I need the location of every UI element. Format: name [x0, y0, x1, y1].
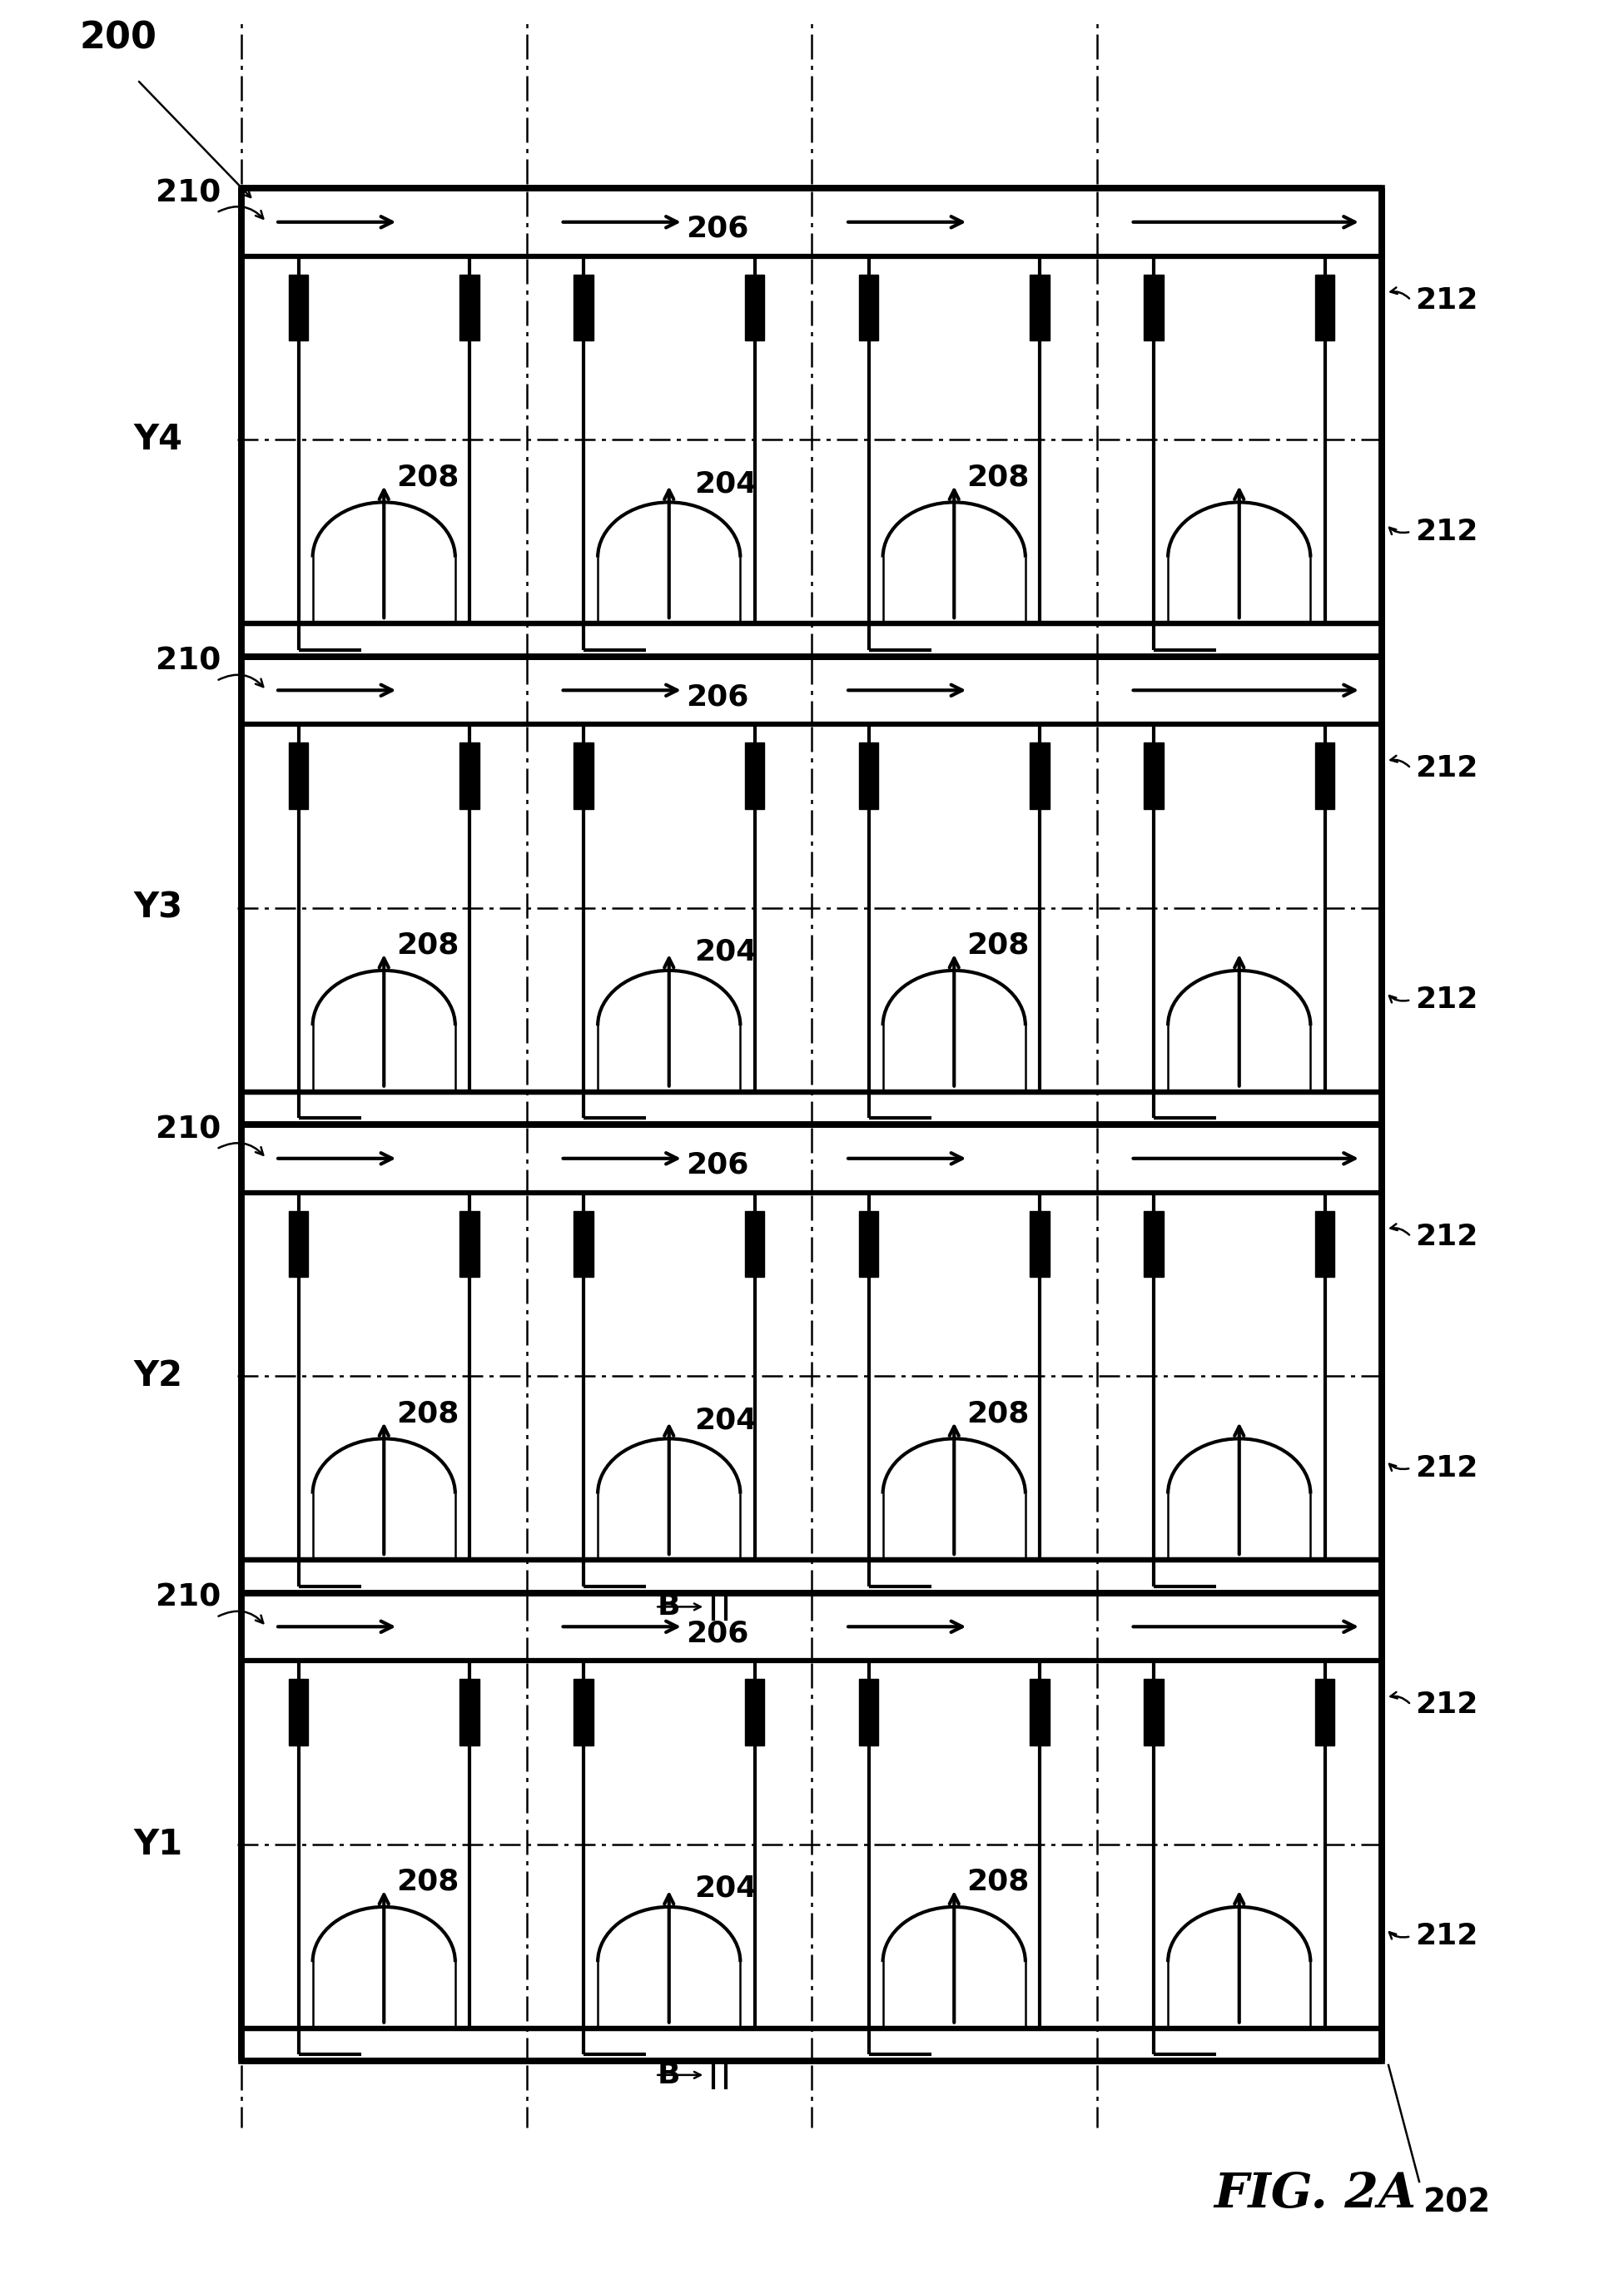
- Text: 208: 208: [396, 931, 460, 959]
- Text: 206: 206: [685, 1152, 749, 1179]
- Bar: [1315, 1679, 1335, 1746]
- Bar: [1143, 743, 1164, 810]
- Text: 204: 204: [693, 1406, 757, 1434]
- Bar: [460, 743, 479, 810]
- Text: B: B: [658, 1592, 680, 1622]
- Bar: [573, 1211, 593, 1278]
- Bar: [573, 743, 593, 810]
- Bar: [460, 1211, 479, 1278]
- Text: 210: 210: [156, 1583, 221, 1613]
- Bar: [1030, 1679, 1049, 1746]
- Bar: [460, 275, 479, 340]
- Text: 208: 208: [966, 1867, 1030, 1895]
- Text: 210: 210: [156, 1115, 221, 1145]
- Text: 206: 206: [685, 216, 749, 243]
- Bar: [1143, 275, 1164, 340]
- Bar: [859, 275, 879, 340]
- Bar: [859, 1211, 879, 1278]
- Text: 204: 204: [693, 1874, 757, 1902]
- Text: 208: 208: [966, 463, 1030, 491]
- Bar: [1030, 743, 1049, 810]
- Text: 206: 206: [685, 684, 749, 711]
- Text: 212: 212: [1415, 518, 1478, 546]
- Bar: [859, 743, 879, 810]
- Text: Y4: Y4: [133, 422, 184, 457]
- Bar: [289, 743, 309, 810]
- Bar: [744, 1679, 765, 1746]
- Bar: [573, 1679, 593, 1746]
- Bar: [1315, 275, 1335, 340]
- Bar: [289, 275, 309, 340]
- Text: 212: 212: [1415, 1454, 1478, 1482]
- Bar: [1143, 1679, 1164, 1746]
- Text: FIG. 2A: FIG. 2A: [1215, 2170, 1416, 2218]
- Text: 206: 206: [685, 1620, 749, 1647]
- Text: Y2: Y2: [133, 1358, 184, 1395]
- Text: 202: 202: [1423, 2186, 1491, 2218]
- Text: 210: 210: [156, 647, 221, 677]
- Text: B: B: [658, 2060, 680, 2090]
- Text: 212: 212: [1415, 1223, 1478, 1250]
- Text: 208: 208: [396, 463, 460, 491]
- Bar: [1143, 1211, 1164, 1278]
- Bar: [744, 1211, 765, 1278]
- Text: 204: 204: [693, 470, 757, 498]
- Text: 212: 212: [1415, 287, 1478, 314]
- Text: 204: 204: [693, 938, 757, 966]
- Bar: [1315, 743, 1335, 810]
- Text: 208: 208: [966, 1399, 1030, 1427]
- Text: 208: 208: [966, 931, 1030, 959]
- Text: 208: 208: [396, 1867, 460, 1895]
- Text: Y3: Y3: [133, 890, 184, 924]
- Text: Y1: Y1: [133, 1826, 184, 1863]
- Text: 212: 212: [1415, 1691, 1478, 1718]
- Bar: [289, 1211, 309, 1278]
- Bar: [289, 1679, 309, 1746]
- Bar: [573, 275, 593, 340]
- Text: 212: 212: [1415, 755, 1478, 782]
- Bar: [859, 1679, 879, 1746]
- Bar: [1030, 275, 1049, 340]
- Bar: [744, 275, 765, 340]
- Text: 210: 210: [156, 179, 221, 209]
- Text: 212: 212: [1415, 986, 1478, 1014]
- Text: 212: 212: [1415, 1922, 1478, 1950]
- Bar: [1315, 1211, 1335, 1278]
- Text: 208: 208: [396, 1399, 460, 1427]
- Bar: [1030, 1211, 1049, 1278]
- Bar: [744, 743, 765, 810]
- Text: 200: 200: [80, 21, 156, 55]
- Bar: [460, 1679, 479, 1746]
